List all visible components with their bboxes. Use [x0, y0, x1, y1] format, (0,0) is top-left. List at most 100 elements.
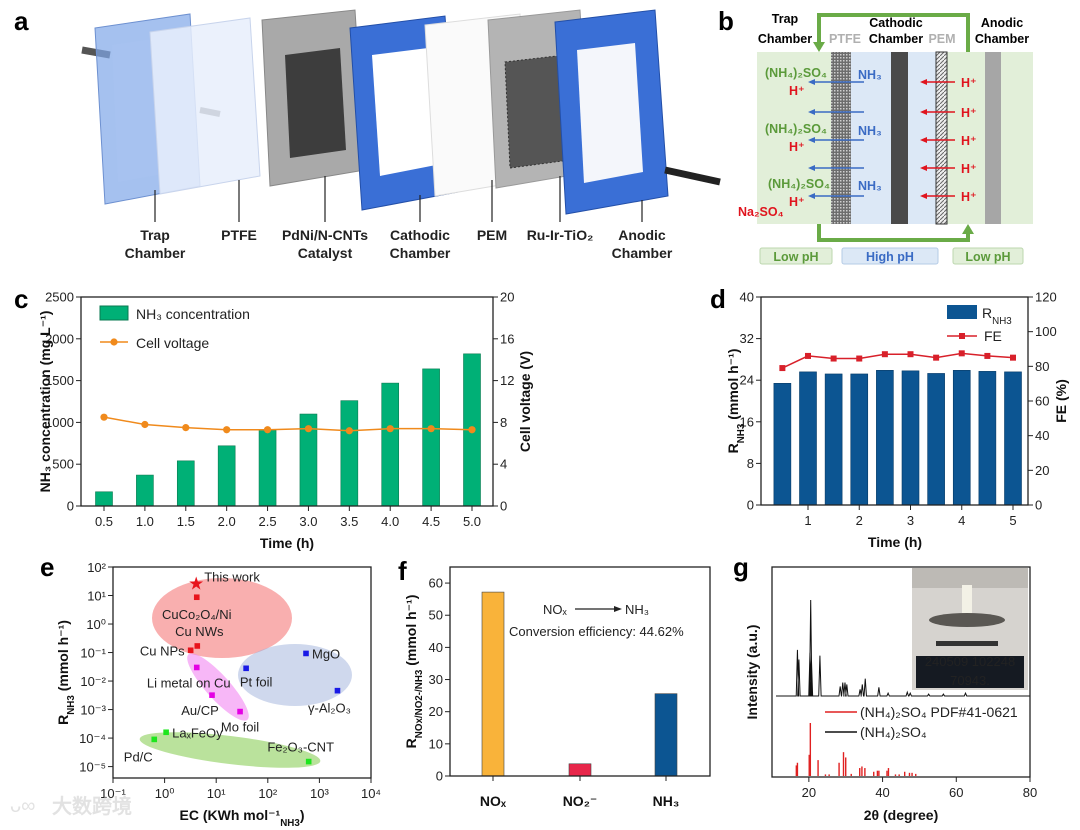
arrowhead	[920, 137, 927, 143]
x-tick-label: 10¹	[207, 786, 226, 801]
panel-label-b: b	[718, 6, 734, 36]
y-tick-label: 10⁰	[86, 617, 106, 632]
ammonia-label: NH₃	[858, 68, 882, 82]
sample-vial	[962, 585, 972, 613]
point-marker	[187, 647, 194, 654]
y-tick-label: 8	[747, 456, 754, 471]
y-tick-label: 10¹	[87, 589, 106, 604]
x-tick-label: 2	[856, 513, 863, 528]
text-part: (mmol h⁻¹)	[403, 595, 419, 670]
chart-f-conversion-bars: NOₓ NO₂⁻ NH₃ 0 10 20 30 40 50 60 NOₓ NH₃ Conversion …	[403, 566, 711, 809]
flow-arrow-bottom	[817, 224, 970, 242]
sodium-sulfate-label: Na₂SO₄	[738, 205, 784, 219]
bar	[258, 429, 277, 507]
voltage-point	[304, 425, 313, 433]
legend-label: (NH₄)₂SO₄ PDF#41-0621	[860, 704, 1018, 720]
cathode-bar	[891, 52, 908, 224]
ammonium-sulfate-label: (NH₄)₂SO₄	[768, 177, 830, 191]
ph-label-right: Low pH	[965, 250, 1010, 264]
annotation-from: NOₓ	[543, 602, 568, 617]
bar	[773, 383, 792, 506]
x-tick-label: 3.5	[340, 514, 358, 529]
x-tick-label: 10³	[310, 786, 329, 801]
ammonia-label: NH₃	[858, 179, 882, 193]
arrowhead	[813, 42, 825, 52]
text-part: R	[403, 738, 419, 748]
fe-point	[907, 351, 914, 358]
fe-line	[782, 352, 1014, 369]
point-label: LaₓFeOy	[172, 725, 223, 740]
tube	[664, 166, 721, 186]
anodic-chamber-window	[577, 43, 643, 183]
x-tick-label: 4.5	[422, 514, 440, 529]
voltage-point	[386, 425, 394, 433]
arrowhead	[808, 109, 815, 115]
cathodic-chamber-label: Chamber	[869, 32, 923, 46]
x-axis-title: 2θ (degree)	[864, 807, 938, 823]
bar	[654, 693, 678, 777]
ph-box-right	[952, 247, 1024, 265]
arrowhead	[808, 137, 815, 143]
y-tick-label: 2500	[45, 290, 74, 305]
chart-g-xrd: 240509 102248 70943. 20 40 60 80 2θ (degree) In…	[744, 566, 1037, 823]
x-tick-label: 0.5	[95, 514, 113, 529]
y-tick-label: 16	[740, 414, 754, 429]
y-tick-label: 10²	[87, 560, 106, 575]
point-label: This work	[204, 570, 260, 585]
y-tick-label: 10⁻²	[80, 674, 106, 689]
legend-label: (NH₄)₂SO₄	[860, 724, 927, 740]
bar	[901, 370, 920, 506]
legend-label: NH₃ concentration	[136, 306, 250, 322]
chart-c-nh3-concentration: 0 500 1000 1500 2000 2500 0 4 8 12 16 20 0.5 1.0 1.5 2.…	[37, 290, 533, 552]
fe-point	[984, 352, 991, 359]
category-label: NOₓ	[480, 793, 507, 809]
plot-frame	[80, 296, 494, 507]
point-marker	[193, 594, 200, 601]
x-axis-title: EC (KWh mol⁻¹NH3)	[180, 807, 305, 829]
point-label: Pd/C	[124, 749, 153, 764]
point-label: γ-Al₂O₃	[308, 701, 351, 716]
bar	[481, 591, 505, 777]
text-part: )	[300, 807, 305, 823]
voltage-point	[427, 425, 435, 433]
star-marker: ★	[188, 574, 204, 594]
point-marker	[193, 664, 200, 671]
y2-axis-title: FE (%)	[1053, 379, 1069, 423]
y-axis-title: RNOx/NO2-/NH3 (mmol h⁻¹)	[403, 595, 425, 749]
catalyst-area	[285, 48, 346, 158]
point-label: Fe₂O₃-CNT	[267, 740, 334, 755]
y-axis-title: RNH3 (mmol h⁻¹)	[55, 620, 77, 725]
arrowhead	[962, 224, 974, 234]
flow-arrow-top	[817, 13, 970, 52]
y-tick-label: 32	[740, 331, 754, 346]
trap-chamber-label: Chamber	[758, 32, 812, 46]
y2-tick-label: 0	[1035, 498, 1042, 513]
y-tick-label: 40	[740, 290, 754, 305]
point-label: CuCo₂O₄/Ni	[162, 607, 232, 622]
y-tick-label: 10⁻⁴	[79, 731, 106, 746]
component-label: Trap	[140, 227, 170, 243]
fe-point	[933, 354, 940, 361]
arrowhead	[920, 79, 927, 85]
fe-point	[881, 351, 888, 358]
y2-axis-title: Cell voltage (V)	[517, 351, 533, 452]
subscript: NH3	[736, 423, 747, 443]
y-tick-label: 0	[747, 498, 754, 513]
fe-point	[830, 355, 837, 362]
y-tick-label: 2000	[45, 331, 74, 346]
ammonium-sulfate-label: (NH₄)₂SO₄	[765, 66, 827, 80]
component-label: Catalyst	[298, 245, 353, 261]
x-tick-label: 10²	[258, 786, 277, 801]
y-tick-label: 24	[740, 373, 754, 388]
ph-box-middle	[841, 247, 939, 265]
arrowhead	[808, 79, 815, 85]
subscript: NH3	[280, 818, 300, 829]
point-label: Mo foil	[221, 720, 259, 735]
bar	[217, 445, 236, 507]
plot-frame	[112, 566, 372, 779]
panel-label-e: e	[40, 552, 54, 582]
proton-label: H⁺	[961, 162, 977, 176]
proton-label: H⁺	[789, 140, 805, 154]
